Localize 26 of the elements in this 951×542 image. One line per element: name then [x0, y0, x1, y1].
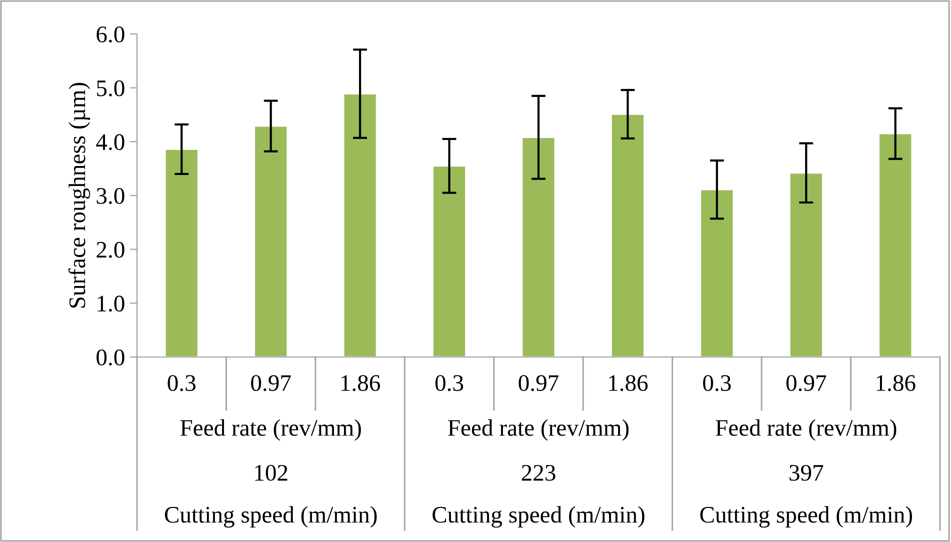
text: Feed rate (rev/mm): [180, 419, 361, 441]
y-tick-label: 0.0: [96, 349, 124, 366]
x-tick-label: 0.3: [168, 375, 196, 392]
text: Cutting speed (m/min): [432, 506, 644, 528]
x-tick-label: 0.97: [251, 375, 291, 392]
text: Feed rate (rev/mm): [448, 419, 629, 441]
x-tick-label: 0.3: [435, 375, 464, 392]
y-axis-title: Surface roughness (µm): [68, 82, 90, 308]
text: Feed rate (rev/mm): [716, 419, 896, 441]
y-tick-label: 5.0: [97, 80, 124, 96]
x-tick-label: 1.86: [876, 375, 916, 392]
y-tick-label: 1.0: [98, 296, 124, 312]
x-tick-label: 1.86: [609, 375, 648, 392]
y-tick-label: 6.0: [96, 26, 124, 43]
text: Cutting speed (m/min): [700, 506, 912, 528]
x-tick-label: 1.86: [341, 375, 380, 392]
text: 102: [255, 464, 288, 481]
x-tick-label: 0.97: [786, 375, 826, 392]
text: 223: [522, 464, 556, 481]
y-tick-label: 4.0: [96, 134, 124, 150]
x-tick-label: 0.3: [703, 375, 731, 392]
x-tick-label: 0.97: [518, 375, 558, 392]
y-tick-label: 3.0: [96, 188, 124, 204]
text: Cutting speed (m/min): [164, 506, 377, 528]
text: 397: [790, 464, 824, 481]
y-tick-label: 2.0: [96, 242, 124, 258]
